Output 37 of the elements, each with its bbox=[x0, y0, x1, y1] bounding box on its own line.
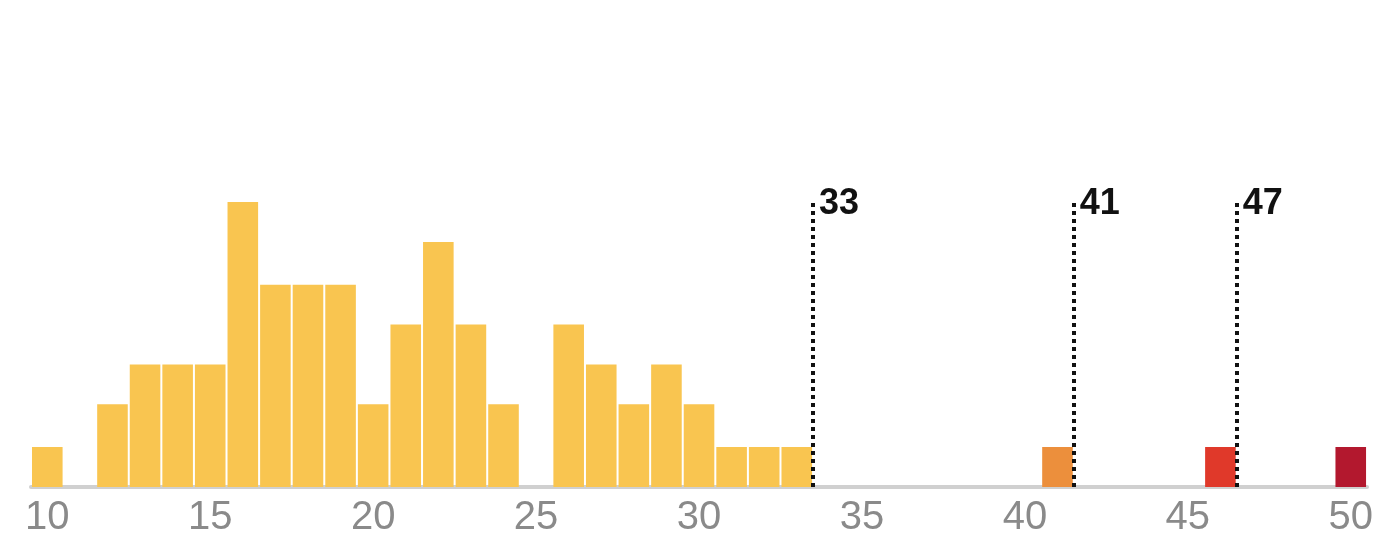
bar bbox=[260, 284, 291, 487]
x-tick-label: 30 bbox=[676, 493, 722, 537]
bar bbox=[227, 202, 259, 487]
bar bbox=[651, 364, 682, 487]
bar bbox=[488, 404, 519, 487]
bar bbox=[357, 404, 389, 487]
bar bbox=[129, 364, 161, 487]
bar bbox=[781, 447, 813, 487]
bar bbox=[325, 284, 356, 487]
bar bbox=[194, 364, 226, 487]
bar bbox=[683, 404, 715, 487]
x-tick-label: 10 bbox=[25, 493, 70, 537]
bar bbox=[585, 364, 617, 487]
bar bbox=[1042, 447, 1073, 487]
bar bbox=[292, 284, 324, 487]
ref-line-label: 33 bbox=[819, 180, 860, 222]
ref-line-label: 41 bbox=[1079, 180, 1120, 222]
bar bbox=[32, 447, 63, 487]
bar bbox=[716, 447, 747, 487]
bar bbox=[618, 404, 650, 487]
bar bbox=[553, 324, 584, 487]
ref-line-label: 47 bbox=[1242, 180, 1283, 222]
bar bbox=[1335, 447, 1367, 487]
x-tick-label: 50 bbox=[1328, 493, 1373, 537]
bar bbox=[748, 447, 780, 487]
bar bbox=[455, 324, 487, 487]
bar bbox=[162, 364, 193, 487]
x-tick-label: 20 bbox=[350, 493, 396, 537]
x-tick-label: 35 bbox=[839, 493, 885, 537]
x-tick-label: 15 bbox=[187, 493, 233, 537]
bar bbox=[390, 324, 422, 487]
x-tick-label: 25 bbox=[513, 493, 559, 537]
bar bbox=[423, 241, 454, 487]
bar bbox=[1205, 447, 1236, 487]
x-tick-label: 40 bbox=[1002, 493, 1048, 537]
x-tick-label: 45 bbox=[1165, 493, 1211, 537]
bar bbox=[97, 404, 128, 487]
